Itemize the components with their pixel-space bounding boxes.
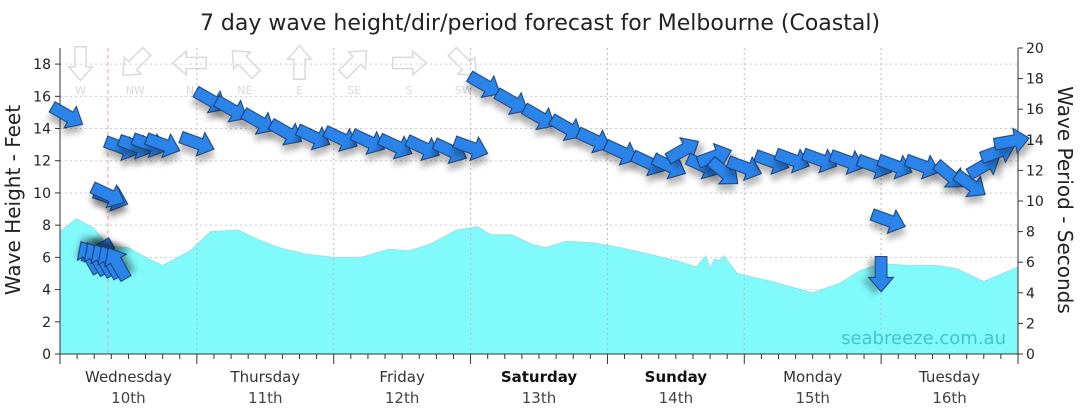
y2-tick-label-18: 18 [1026, 72, 1044, 88]
marker-arrow-0 [89, 181, 126, 209]
wind-arrow-W [67, 46, 95, 82]
wind-label-S: S [405, 84, 412, 97]
marker-arrow-1 [869, 208, 906, 235]
wind-label-SE: SE [347, 84, 361, 97]
period-arrow-34 [801, 147, 838, 174]
day-label-1: Thursday [229, 368, 300, 386]
wind-label-NW: NW [126, 84, 145, 97]
wind-arrow-S [391, 49, 428, 77]
period-arrow-33 [773, 147, 811, 174]
period-arrow-0 [48, 101, 84, 129]
wave-height-series [59, 218, 1019, 355]
wind-arrow-SE [337, 49, 368, 80]
wave-height-area [59, 218, 1019, 355]
y-tick-label-4: 4 [42, 283, 51, 299]
wind-label-E: E [296, 84, 303, 97]
y2-tick-label-6: 6 [1026, 255, 1035, 271]
brand-watermark: seabreeze.com.au [841, 328, 1006, 349]
y2-axis-title: Wave Period - Seconds [1053, 86, 1077, 314]
period-arrow-15 [376, 132, 413, 160]
y-axis-title: Wave Height - Feet [1, 105, 25, 295]
y2-tick-label-14: 14 [1026, 133, 1044, 149]
period-arrow-22 [548, 113, 583, 141]
date-label-5: 15th [795, 389, 829, 407]
date-label-3: 13th [522, 389, 556, 407]
day-label-2: Friday [379, 368, 425, 386]
wind-label-W: W [75, 84, 86, 97]
swell-arrow-4 [104, 247, 132, 283]
y2-tick-label-0: 0 [1026, 347, 1035, 363]
wind-arrow-NE [231, 49, 262, 80]
day-label-5: Monday [783, 368, 842, 386]
y2-tick-label-10: 10 [1026, 194, 1044, 210]
period-arrow-23 [575, 126, 611, 154]
chart-title: 7 day wave height/dir/period forecast fo… [200, 11, 880, 36]
period-arrow-11 [267, 117, 303, 146]
period-arrow-27 [664, 137, 700, 165]
y-tick-label-2: 2 [42, 315, 51, 331]
wind-label-SW: SW [455, 84, 473, 97]
wind-arrow-N [171, 49, 208, 77]
wind-label-N: N [186, 84, 194, 97]
period-arrow-20 [493, 87, 529, 115]
y2-tick-label-20: 20 [1026, 41, 1044, 57]
period-arrow-43 [992, 127, 1030, 154]
y-tick-label-12: 12 [33, 154, 51, 170]
period-arrow-37 [876, 153, 913, 180]
y-tick-label-6: 6 [42, 250, 51, 266]
period-arrow-29 [695, 142, 733, 169]
period-arrow-16 [404, 134, 440, 162]
y2-tick-label-8: 8 [1026, 225, 1035, 241]
period-arrow-12 [294, 123, 331, 151]
y-tick-label-16: 16 [33, 89, 51, 105]
period-arrow-40 [952, 168, 986, 198]
y2-tick-label-16: 16 [1026, 102, 1044, 118]
axes: 0 2 4 6 8 10 12 14 16 18 0 2 4 6 8 10 12 14 16 18 20 Wednesda… [33, 41, 1044, 407]
period-arrow-14 [349, 128, 386, 155]
date-label-2: 12th [385, 389, 419, 407]
date-label-1: 11th [248, 389, 282, 407]
wind-arrow-E [285, 44, 314, 80]
period-arrow-10 [240, 107, 275, 135]
period-arrow-6 [144, 132, 181, 159]
y2-tick-label-4: 4 [1026, 286, 1035, 302]
marker-arrow-2 [867, 256, 895, 293]
wind-arrow-SW [447, 46, 477, 77]
period-arrow-24 [602, 138, 639, 166]
period-arrow-38 [903, 153, 941, 180]
wave-markers [76, 181, 906, 293]
date-label-6: 16th [932, 389, 966, 407]
day-label-3: Saturday [501, 368, 578, 386]
date-label-0: 10th [111, 389, 145, 407]
period-arrow-13 [322, 125, 358, 152]
y-tick-label-18: 18 [33, 57, 51, 73]
period-arrow-7 [178, 130, 215, 157]
y-tick-label-0: 0 [42, 347, 51, 363]
y-tick-label-14: 14 [33, 122, 51, 138]
period-arrow-31 [725, 155, 763, 182]
wind-label-NE: NE [237, 84, 252, 97]
y-tick-label-8: 8 [42, 218, 51, 234]
period-arrow-21 [520, 102, 556, 131]
wind-arrow-NW [122, 46, 152, 77]
period-arrow-19 [466, 70, 501, 99]
period-arrow-35 [828, 149, 865, 176]
y2-tick-label-2: 2 [1026, 316, 1035, 332]
y-tick-label-10: 10 [33, 186, 51, 202]
wave-period-arrows [48, 70, 1030, 265]
date-label-4: 14th [659, 389, 693, 407]
day-label-4: Sunday [645, 368, 708, 386]
y2-tick-label-12: 12 [1026, 163, 1044, 179]
wind-direction-row: W NW N NE E SE S SW [67, 44, 477, 97]
period-arrow-9 [212, 94, 248, 123]
day-label-6: Tuesday [918, 368, 980, 386]
day-label-0: Wednesday [85, 368, 172, 386]
period-arrow-18 [452, 135, 489, 162]
